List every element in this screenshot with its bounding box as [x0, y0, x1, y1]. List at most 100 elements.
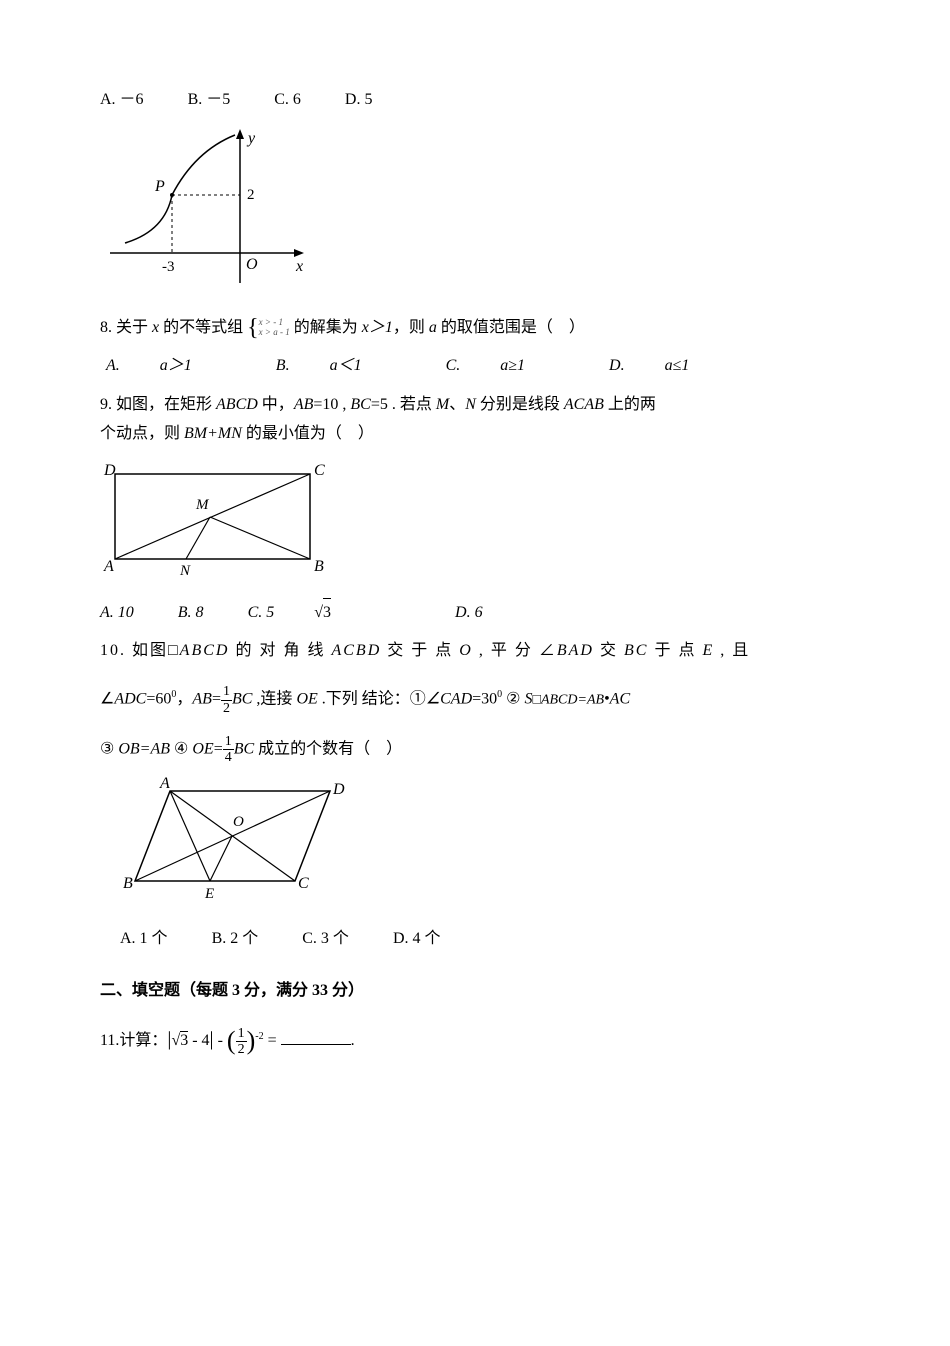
q8-mid3: ，则 — [393, 319, 429, 336]
q8-ineq-2: x > a - 1 — [259, 327, 290, 337]
q10-m1: 的 对 角 线 — [229, 642, 331, 659]
den: 4 — [223, 750, 234, 765]
q10-m6: ,连接 — [252, 691, 296, 708]
q10-oe: OE — [296, 691, 317, 708]
label-O: O — [233, 814, 244, 830]
q10-m3: , 平 分 — [473, 642, 539, 659]
option-b: B. －5 — [188, 86, 231, 115]
q10-c4: ④ — [170, 741, 192, 758]
label-C: C — [298, 875, 309, 892]
option-c: C. 6 — [274, 86, 301, 115]
q9-c-pre: C. 5 — [248, 599, 275, 628]
q10-c2: ② — [502, 691, 524, 708]
q9-n: N — [465, 396, 476, 413]
q10-comma: ， — [176, 691, 192, 708]
q9-options: A. 10 B. 8 C. 5 √3 D. 6 — [100, 598, 850, 628]
q10-ac: AC — [610, 691, 630, 708]
q9-m: M — [436, 396, 449, 413]
frac-half: 12 — [221, 684, 232, 716]
q11-minus: - — [214, 1032, 227, 1049]
q10-sabcd: □ABCD=AB — [533, 693, 605, 708]
q9-pre: 9. 如图，在矩形 — [100, 396, 216, 413]
option-a: A. a＞1 — [106, 352, 232, 381]
q11-pre: 11.计算： — [100, 1032, 167, 1049]
label-A: A — [103, 558, 114, 575]
option-a: A. －6 — [100, 86, 144, 115]
q8-b-val: a＜1 — [330, 352, 362, 381]
q9-text: 9. 如图，在矩形 ABCD 中，AB=10 , BC=5 . 若点 M、N 分… — [100, 391, 850, 449]
q9-suf1: 上的两 — [604, 396, 656, 413]
q8-ineq: x > - 1x > a - 1 — [259, 318, 290, 338]
q8-mid2: 的解集为 — [290, 319, 362, 336]
frac-quarter: 14 — [223, 734, 234, 766]
q11-m4: - 4 — [188, 1032, 209, 1049]
q8-suffix: 的取值范围是（ ） — [437, 319, 585, 336]
q9-abcd: ABCD — [216, 396, 258, 413]
q11-period: . — [351, 1032, 355, 1049]
q9-bc: BC — [350, 396, 370, 413]
q10-m2: 交 于 点 — [381, 642, 459, 659]
option-d: D. 4 个 — [393, 925, 441, 954]
q10-ob: OB — [118, 741, 139, 758]
sqrt-3: √3 — [171, 1031, 188, 1049]
label-E: E — [204, 886, 214, 902]
blank — [281, 1028, 351, 1045]
option-c: C. 3 个 — [302, 925, 349, 954]
q8-brace: { — [247, 316, 259, 340]
q10-s: S — [525, 691, 533, 708]
q8-prefix: 8. 关于 — [100, 319, 152, 336]
q8-b-pre: B. — [276, 352, 290, 381]
q10-m4: 交 — [594, 642, 624, 659]
q10-c3: ③ — [100, 741, 118, 758]
q8-d-pre: D. — [609, 352, 625, 381]
q10-eq2: = — [214, 741, 223, 758]
q9-m5: 分别是线段 — [476, 396, 564, 413]
x-axis-label: x — [295, 258, 303, 275]
q9-suf2: 的最小值为（ ） — [242, 425, 374, 442]
option-b: B. a＜1 — [276, 352, 402, 381]
q10-bc2: BC — [232, 691, 252, 708]
q8-ineq-1: x > - 1 — [259, 317, 283, 327]
q10-m7: .下列 结论：① — [318, 691, 426, 708]
sqrt-val: 3 — [323, 598, 331, 628]
q8-text: 8. 关于 x 的不等式组 {x > - 1x > a - 1 的解集为 x＞1… — [100, 314, 850, 343]
option-d: D. 6 — [455, 599, 483, 628]
num: 1 — [223, 734, 234, 750]
q11-text: 11.计算：|√3 - 4| - (12)-2 = . — [100, 1018, 850, 1065]
q10-suf3: 成立的个数有（ ） — [254, 741, 402, 758]
q10-eq: = — [212, 691, 221, 708]
q10-pre: 10. 如图□ — [100, 642, 180, 659]
q9-m3: =5 . 若点 — [371, 396, 436, 413]
q8-sol: x＞1 — [362, 319, 393, 336]
q8-a-val: a＞1 — [160, 352, 192, 381]
q10-o: O — [459, 642, 473, 659]
exp: -2 — [255, 1031, 263, 1042]
q7-options: A. －6 B. －5 C. 6 D. 5 — [100, 86, 850, 115]
label-D: D — [332, 781, 345, 798]
label-C: C — [314, 462, 325, 479]
q10-m5: 于 点 — [648, 642, 702, 659]
q10-bad: BAD — [557, 642, 594, 659]
q7-graph-svg: y x O P -3 2 — [100, 123, 310, 293]
option-b: B. 2 个 — [212, 925, 259, 954]
q8-a-pre: A. — [106, 352, 120, 381]
q10-oe2: OE — [192, 741, 213, 758]
option-d: D. a≤1 — [609, 352, 729, 381]
q10-graph-svg: A D B C E O — [120, 776, 350, 906]
q7-figure: y x O P -3 2 — [100, 123, 850, 304]
q10-acbd: ACBD — [331, 642, 381, 659]
sqrt-3: √3 — [314, 598, 371, 628]
q8-c-val: a≥1 — [500, 352, 525, 381]
q8-options: A. a＞1 B. a＜1 C. a≥1 D. a≤1 — [100, 352, 850, 381]
q11-eq: = — [264, 1032, 281, 1049]
label-B: B — [314, 558, 324, 575]
q10-e: E — [702, 642, 714, 659]
q10-l2pre: ∠ — [100, 691, 114, 708]
option-a: A. 1 个 — [120, 925, 168, 954]
option-b: B. 8 — [178, 599, 204, 628]
q10-eq60: =60 — [146, 691, 171, 708]
q10-eqab: =AB — [140, 741, 170, 758]
option-a: A. 10 — [100, 599, 134, 628]
q10-ang: ∠ — [539, 642, 557, 659]
label-B: B — [123, 875, 133, 892]
